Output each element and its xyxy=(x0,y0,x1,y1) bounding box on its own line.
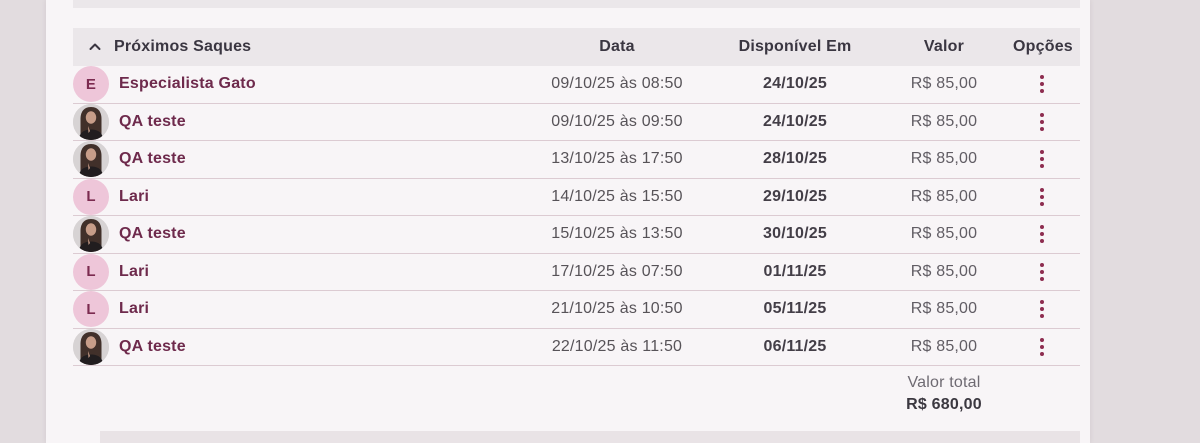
avatar-letter: L xyxy=(73,253,109,290)
options-menu-button[interactable] xyxy=(1013,334,1070,360)
collapse-section-button[interactable] xyxy=(88,40,102,54)
expert-name: Lari xyxy=(119,187,150,205)
withdrawal-date: 17/10/25 às 07:50 xyxy=(551,262,683,280)
kebab-menu-icon xyxy=(1039,75,1044,80)
withdrawal-row: QA teste 15/10/25 às 13:50 30/10/25 R$ 8… xyxy=(73,216,1080,254)
person-photo-icon xyxy=(73,216,109,253)
avatar-photo xyxy=(73,328,109,365)
withdrawal-value: R$ 85,00 xyxy=(910,225,978,243)
available-date: 28/10/25 xyxy=(763,150,827,168)
upcoming-withdrawals-table: Próximos Saques Data Disponível Em Valor… xyxy=(73,28,1080,416)
avatar-photo xyxy=(73,141,109,178)
previous-section-strip xyxy=(73,0,1080,8)
available-date: 30/10/25 xyxy=(763,225,827,243)
table-header-row: Próximos Saques Data Disponível Em Valor… xyxy=(73,28,1080,66)
withdrawal-row: E Especialista Gato 09/10/25 às 08:50 24… xyxy=(73,66,1080,104)
withdrawal-value: R$ 85,00 xyxy=(910,150,978,168)
available-date: 06/11/25 xyxy=(763,337,827,355)
expert-name: QA teste xyxy=(119,225,186,243)
withdrawal-value: R$ 85,00 xyxy=(910,337,978,355)
withdrawal-date: 22/10/25 às 11:50 xyxy=(551,337,683,355)
options-menu-button[interactable] xyxy=(1013,146,1070,172)
options-menu-button[interactable] xyxy=(1013,259,1070,285)
kebab-menu-icon xyxy=(1039,262,1044,267)
withdrawal-date: 09/10/25 às 08:50 xyxy=(551,75,683,93)
person-photo-icon xyxy=(73,103,109,140)
expert-name: Lari xyxy=(119,300,150,318)
column-header-options: Opções xyxy=(1013,38,1073,55)
withdrawal-date: 21/10/25 às 10:50 xyxy=(551,300,683,318)
withdrawal-value: R$ 85,00 xyxy=(910,112,978,130)
available-date: 05/11/25 xyxy=(763,300,827,318)
withdrawal-date: 15/10/25 às 13:50 xyxy=(551,225,683,243)
next-section-strip xyxy=(100,431,1080,443)
total-label: Valor total xyxy=(907,374,981,391)
section-title: Próximos Saques xyxy=(114,38,252,55)
withdrawal-row: QA teste 09/10/25 às 09:50 24/10/25 R$ 8… xyxy=(73,103,1080,141)
withdrawal-value: R$ 85,00 xyxy=(910,187,978,205)
withdrawal-row: L Lari 17/10/25 às 07:50 01/11/25 R$ 85,… xyxy=(73,253,1080,291)
total-row: Valor total R$ 680,00 xyxy=(73,370,1080,416)
withdrawal-date: 13/10/25 às 17:50 xyxy=(551,150,683,168)
avatar-letter: E xyxy=(73,66,109,103)
column-header-available: Disponível Em xyxy=(738,38,852,55)
options-menu-button[interactable] xyxy=(1013,109,1070,135)
withdrawal-row: L Lari 14/10/25 às 15:50 29/10/25 R$ 85,… xyxy=(73,178,1080,216)
expert-name: QA teste xyxy=(119,112,186,130)
expert-name: Lari xyxy=(119,262,150,280)
avatar-letter: L xyxy=(73,291,109,328)
column-header-value: Valor xyxy=(923,38,965,55)
expert-name: QA teste xyxy=(119,337,186,355)
column-header-date: Data xyxy=(599,38,635,55)
total-value: R$ 680,00 xyxy=(906,396,982,413)
withdrawal-value: R$ 85,00 xyxy=(910,262,978,280)
available-date: 24/10/25 xyxy=(763,112,827,130)
withdrawal-value: R$ 85,00 xyxy=(910,75,978,93)
available-date: 29/10/25 xyxy=(763,187,827,205)
kebab-menu-icon xyxy=(1039,112,1044,117)
kebab-menu-icon xyxy=(1039,225,1044,230)
expert-name: Especialista Gato xyxy=(119,75,256,93)
avatar-letter: L xyxy=(73,178,109,215)
avatar-photo xyxy=(73,103,109,140)
expert-name: QA teste xyxy=(119,150,186,168)
options-menu-button[interactable] xyxy=(1013,184,1070,210)
withdrawal-date: 09/10/25 às 09:50 xyxy=(551,112,683,130)
kebab-menu-icon xyxy=(1039,300,1044,305)
withdrawal-row: QA teste 13/10/25 às 17:50 28/10/25 R$ 8… xyxy=(73,141,1080,179)
available-date: 24/10/25 xyxy=(763,75,827,93)
options-menu-button[interactable] xyxy=(1013,296,1070,322)
withdrawal-value: R$ 85,00 xyxy=(910,300,978,318)
kebab-menu-icon xyxy=(1039,187,1044,192)
person-photo-icon xyxy=(73,141,109,178)
withdrawal-row: QA teste 22/10/25 às 11:50 06/11/25 R$ 8… xyxy=(73,328,1080,366)
options-menu-button[interactable] xyxy=(1013,71,1070,97)
avatar-photo xyxy=(73,216,109,253)
kebab-menu-icon xyxy=(1039,150,1044,155)
withdrawal-row: L Lari 21/10/25 às 10:50 05/11/25 R$ 85,… xyxy=(73,291,1080,329)
options-menu-button[interactable] xyxy=(1013,221,1070,247)
withdrawals-card: Próximos Saques Data Disponível Em Valor… xyxy=(46,0,1090,443)
person-photo-icon xyxy=(73,328,109,365)
available-date: 01/11/25 xyxy=(763,262,827,280)
withdrawal-date: 14/10/25 às 15:50 xyxy=(551,187,683,205)
chevron-up-icon xyxy=(89,43,101,50)
kebab-menu-icon xyxy=(1039,337,1044,342)
